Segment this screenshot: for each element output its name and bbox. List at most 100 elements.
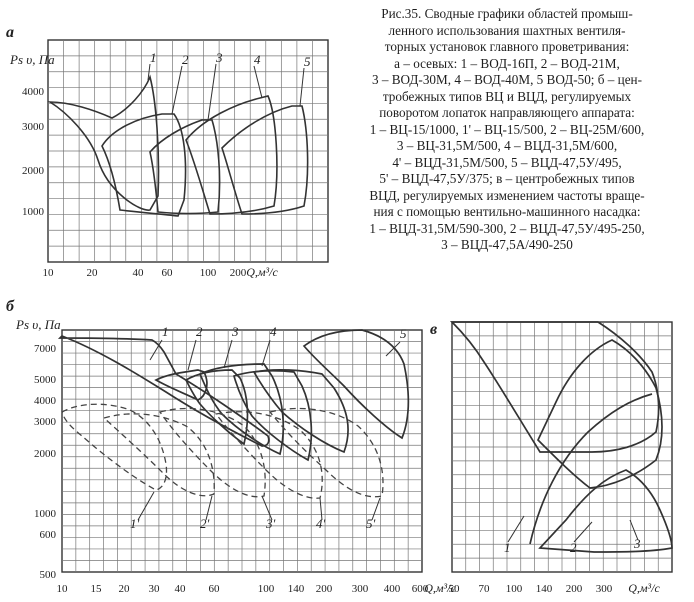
panel-a-x-tick-label: 100 [200, 267, 217, 279]
panel-c-x-tick-label: 200 [566, 583, 583, 595]
panel-letter-v: в [430, 321, 437, 338]
panel-a-series-label: 2 [182, 52, 189, 67]
panel-a-y-tick-label: 2000 [22, 165, 45, 177]
panel-b-region-5p [268, 407, 384, 498]
panel-b-series-4b [232, 369, 313, 462]
figure-caption: Рис.35. Сводные графики областей промыш-… [326, 6, 688, 254]
panel-c-series-2 [536, 339, 663, 489]
panel-c-leader-line [629, 519, 639, 541]
panel-b-x-tick-label: 60 [209, 583, 221, 595]
panel-c-x-tick-label: 140 [536, 583, 553, 595]
panel-c-leader-line [507, 515, 525, 543]
panel-b-y-tick-label: 3000 [34, 416, 57, 428]
panel-b-y-tick-label: 600 [40, 529, 57, 541]
panel-b-series-4p [214, 411, 323, 499]
panel-a-series-2 [101, 113, 187, 217]
caption-line: поворотом лопаток направляющего аппарата… [379, 105, 635, 120]
panel-c-series-label: 1 [504, 540, 511, 555]
panel-b-leader-line [261, 495, 273, 521]
panel-a-chart [47, 39, 329, 263]
caption-line: 3 – ВЦ-31,5М/500, 4 – ВЦД-31,5М/600, [396, 138, 618, 153]
panel-a-series-5 [221, 105, 309, 215]
panel-b-series-3p [158, 407, 266, 498]
panel-a-y-tick-label: 4000 [22, 86, 45, 98]
panel-a-series-label: 1 [150, 50, 157, 65]
caption-line: 4' – ВЦД-31,5М/500, 5 – ВЦД-47,5У/495, [392, 154, 622, 170]
panel-c-x-tick-label: 50 [449, 583, 461, 595]
panel-b-x-tick-label: 100 [258, 583, 275, 595]
panel-b-leader-line [371, 497, 381, 521]
panel-b-x-tick-label: 30 [149, 583, 161, 595]
panel-a-leader-line [299, 67, 305, 107]
panel-b-series-3 [184, 369, 249, 446]
panel-b-series-label: 4 [270, 324, 277, 339]
panel-b-series-2p [102, 413, 215, 497]
panel-c-region-3-upper [529, 393, 653, 545]
panel-b-series-4 [198, 363, 285, 456]
panel-a-region-1 [47, 74, 160, 211]
panel-c-chart [449, 321, 673, 573]
caption-line: Рис.35. Сводные графики областей промыш- [381, 6, 633, 21]
caption-line: торных установок главного проветривания: [384, 39, 630, 54]
panel-b-series-label: 2 [196, 324, 203, 339]
panel-b-leader-line [137, 491, 155, 521]
panel-b-x-tick-label: 15 [91, 583, 103, 595]
panel-b-leader-line [149, 339, 163, 361]
panel-a-series-3 [149, 119, 221, 215]
panel-b-region-3p [158, 407, 266, 498]
panel-a-region-5 [221, 105, 309, 215]
panel-a-leader-line [171, 65, 183, 115]
panel-b-x-tick-label: 20 [119, 583, 131, 595]
panel-b-series-label: 1 [162, 324, 169, 339]
panel-c-series-label: 2 [570, 540, 577, 555]
caption-line: тробежных типов ВЦ и ВЦД, регулируемых [382, 88, 632, 104]
panel-a-x-axis-title: Q,м³/с [246, 265, 278, 279]
panel-b-x-tick-label: 40 [175, 583, 187, 595]
panel-b-leader-line [205, 495, 213, 521]
panel-b-series-5 [302, 329, 410, 440]
panel-b-region-2p [102, 413, 215, 497]
caption-line: 1 – ВЦД-31,5М/590-300, 2 – ВЦД-47,5У/495… [369, 220, 645, 236]
panel-b-region-4 [198, 363, 285, 456]
panel-a-region-2 [101, 113, 187, 217]
panel-b-leader-line [261, 339, 271, 367]
panel-a-x-tick-label: 200 [230, 267, 247, 279]
panel-b-series-5p [268, 407, 384, 498]
caption-line: ния с помощью вентильно-машинного насадк… [373, 204, 641, 219]
panel-c-series-1 [449, 321, 660, 453]
panel-b-y-tick-label: 2000 [34, 448, 57, 460]
panel-a-y-tick-label: 1000 [22, 206, 45, 218]
panel-c-series-label: 3 [633, 536, 641, 551]
panel-b-y-tick-label: 1000 [34, 508, 57, 520]
panel-b-y-tick-label: 4000 [34, 395, 57, 407]
panel-a-region-3 [149, 119, 221, 215]
panel-a-x-tick-label: 10 [43, 267, 55, 279]
caption-line: 3 – ВОД-30М, 4 – ВОД-40М, 5 ВОД-50; б – … [371, 72, 643, 87]
panel-c-region-2 [536, 339, 663, 489]
panel-b-leader-line [223, 339, 233, 369]
panel-a-y-tick-label: 3000 [22, 121, 45, 133]
panel-b-series-label: 4' [316, 516, 326, 531]
panel-b-region-4-outer [252, 369, 349, 454]
panel-c-leader-line [573, 521, 593, 543]
panel-c-series-3b [529, 393, 653, 545]
panel-a-series-1 [47, 74, 160, 211]
panel-b-series-label: 2' [200, 516, 210, 531]
panel-b-series-1p [61, 403, 168, 491]
panel-b-series-label: 3 [231, 324, 239, 339]
panel-a-x-tick-label: 60 [162, 267, 174, 279]
caption-line: ленного использования шахтных вентиля- [388, 22, 626, 38]
panel-a-y-axis-title: Ps υ, Па [9, 52, 55, 67]
panel-b-x-tick-label: 600 [412, 583, 429, 595]
panel-a-x-tick-label: 20 [87, 267, 99, 279]
panel-b-series-label: 1' [130, 516, 140, 531]
panel-a-leader-line [207, 63, 217, 121]
panel-c-region-1 [449, 321, 660, 453]
panel-b-grid [61, 329, 423, 573]
panel-a-grid [47, 39, 329, 263]
panel-a-x-tick-label: 40 [133, 267, 145, 279]
panel-b-x-tick-label: 140 [288, 583, 305, 595]
panel-b-region-5 [302, 329, 410, 440]
caption-line: а – осевых: 1 – ВОД-16П, 2 – ВОД-21М, [394, 55, 620, 71]
